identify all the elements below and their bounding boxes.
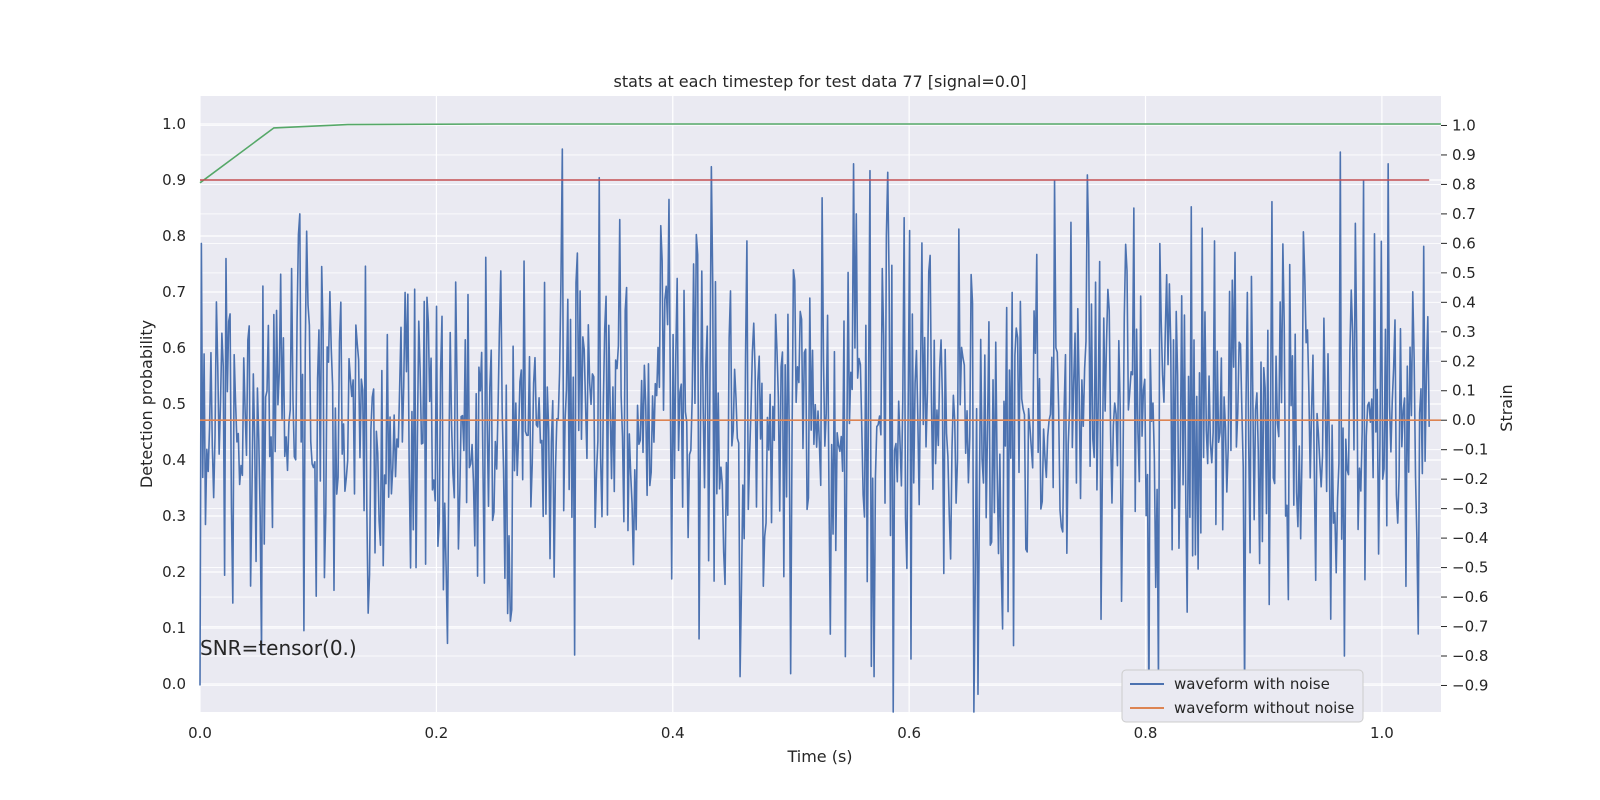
- y2-tick-label: −0.5: [1452, 559, 1488, 577]
- legend-label-clean: waveform without noise: [1174, 699, 1354, 717]
- y2-tick-label: 0.3: [1452, 323, 1476, 341]
- y2-axis-ticks: −0.9 −0.8 −0.7 −0.6 −0.5 −0.4 −0.3 −0.2 −0.1 0.0 0…: [1441, 116, 1488, 694]
- series-line-waveform-with-noise: [199, 148, 1430, 713]
- y2-tick-label: 0.8: [1452, 175, 1476, 193]
- y2-tick-label: −0.8: [1452, 647, 1488, 665]
- y-tick-label: 1.0: [162, 115, 186, 133]
- y-tick-label: 0.7: [162, 283, 186, 301]
- x-axis-label: Time (s): [786, 747, 852, 766]
- x-tick-label: 0.0: [188, 724, 212, 742]
- y2-tick-label: 0.4: [1452, 293, 1476, 311]
- y2-tick-label: 0.7: [1452, 205, 1476, 223]
- y-tick-label: 0.9: [162, 171, 186, 189]
- y2-tick-label: −0.3: [1452, 500, 1488, 518]
- y-tick-label: 0.4: [162, 451, 186, 469]
- series-line-green: [199, 123, 1441, 184]
- y2-tick-label: −0.4: [1452, 529, 1488, 547]
- y-axis-label: Detection probability: [137, 320, 156, 488]
- y2-tick-label: −0.6: [1452, 588, 1488, 606]
- y-tick-label: 0.1: [162, 619, 186, 637]
- y2-tick-label: 0.0: [1452, 411, 1476, 429]
- y-axis-ticks: 0.0 0.1 0.2 0.3 0.4 0.5 0.6 0.7 0.8 0.9 1.0: [162, 115, 186, 693]
- x-tick-label: 0.4: [661, 724, 685, 742]
- series-lines: [199, 123, 1441, 713]
- y2-tick-label: −0.1: [1452, 441, 1488, 459]
- snr-annotation: SNR=tensor(0.): [200, 636, 357, 660]
- x-tick-label: 0.6: [897, 724, 921, 742]
- x-tick-label: 1.0: [1370, 724, 1394, 742]
- y2-tick-label: 0.5: [1452, 264, 1476, 282]
- y2-tick-label: 0.6: [1452, 234, 1476, 252]
- y2-tick-label: −0.7: [1452, 618, 1488, 636]
- legend-label-noise: waveform with noise: [1174, 675, 1330, 693]
- legend: waveform with noise waveform without noi…: [1121, 669, 1364, 723]
- y-tick-label: 0.2: [162, 563, 186, 581]
- y2-tick-label: 0.2: [1452, 352, 1476, 370]
- x-tick-label: 0.2: [424, 724, 448, 742]
- y-tick-label: 0.3: [162, 507, 186, 525]
- y-tick-label: 0.8: [162, 227, 186, 245]
- x-axis-ticks: 0.0 0.2 0.4 0.6 0.8 1.0: [188, 724, 1394, 742]
- y2-tick-label: −0.2: [1452, 470, 1488, 488]
- chart-title: stats at each timestep for test data 77 …: [614, 72, 1027, 91]
- y2-axis-label: Strain: [1497, 384, 1516, 431]
- y2-tick-label: 1.0: [1452, 116, 1476, 134]
- x-tick-label: 0.8: [1134, 724, 1158, 742]
- y-tick-label: 0.0: [162, 675, 186, 693]
- y-tick-label: 0.6: [162, 339, 186, 357]
- legend-box: [1121, 669, 1364, 723]
- y2-tick-label: 0.1: [1452, 382, 1476, 400]
- y2-tick-label: 0.9: [1452, 146, 1476, 164]
- y2-tick-label: −0.9: [1452, 676, 1488, 694]
- y-tick-label: 0.5: [162, 395, 186, 413]
